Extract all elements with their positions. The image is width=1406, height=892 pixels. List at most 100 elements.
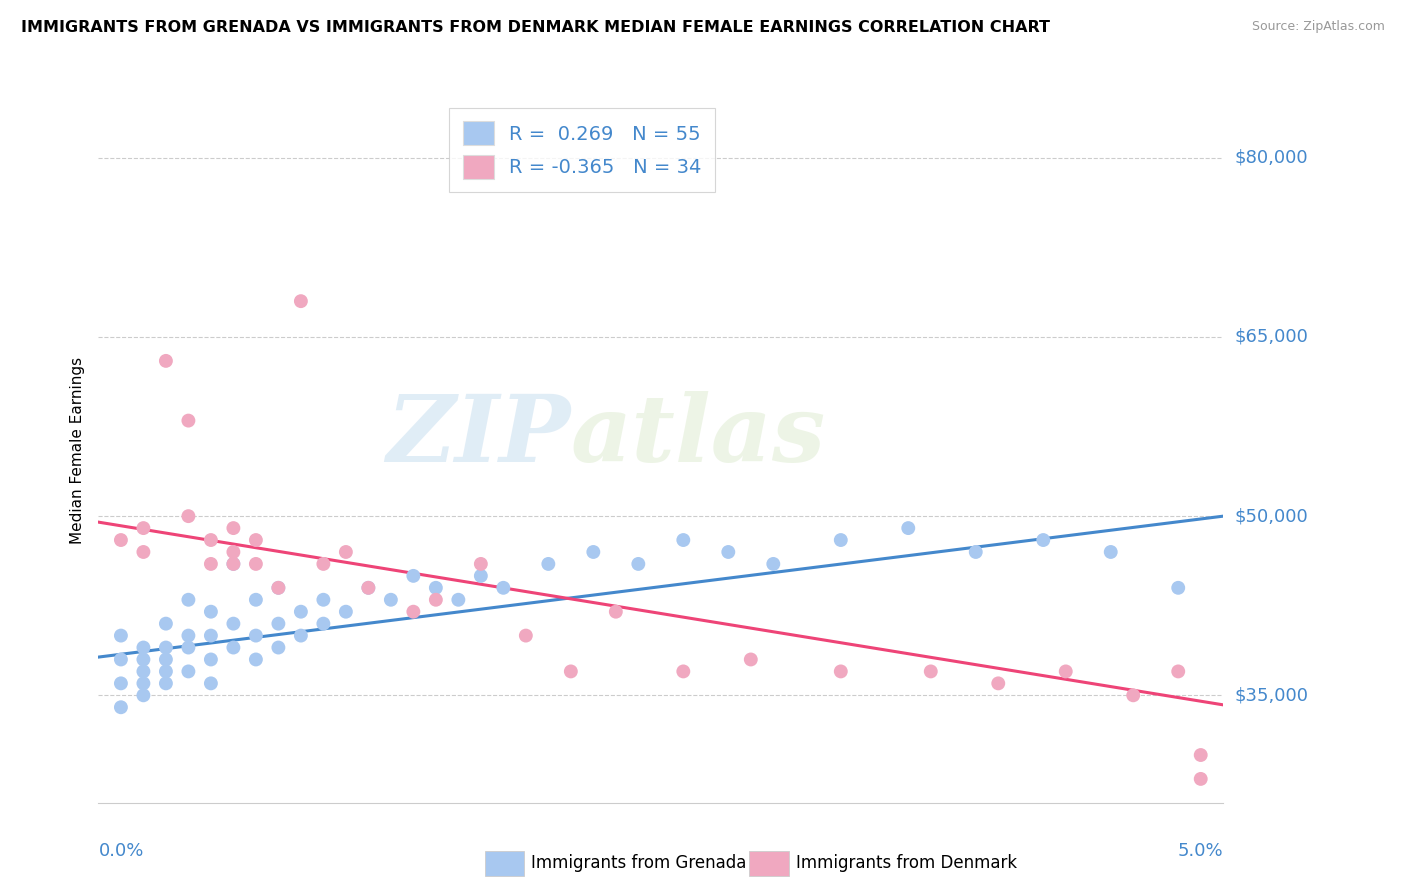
Point <box>492 581 515 595</box>
Point <box>267 616 290 631</box>
Point <box>132 665 155 679</box>
Point <box>177 592 200 607</box>
Point <box>740 652 762 666</box>
Text: $50,000: $50,000 <box>1234 508 1308 525</box>
Point <box>312 592 335 607</box>
Point <box>425 581 447 595</box>
Text: $35,000: $35,000 <box>1234 686 1309 705</box>
Point <box>245 629 267 643</box>
Point <box>312 557 335 571</box>
Point <box>110 676 132 690</box>
Point <box>155 676 177 690</box>
Point <box>245 592 267 607</box>
Point <box>1032 533 1054 547</box>
Point <box>627 557 650 571</box>
Point <box>830 533 852 547</box>
Point <box>177 665 200 679</box>
Point <box>312 616 335 631</box>
Point <box>200 605 222 619</box>
Point <box>1189 772 1212 786</box>
Point <box>200 676 222 690</box>
Point <box>222 640 245 655</box>
Point <box>132 676 155 690</box>
Y-axis label: Median Female Earnings: Median Female Earnings <box>69 357 84 544</box>
Point <box>132 640 155 655</box>
Point <box>965 545 987 559</box>
Text: atlas: atlas <box>571 392 827 482</box>
Point <box>177 629 200 643</box>
Point <box>267 640 290 655</box>
Point <box>177 509 200 524</box>
Point <box>672 533 695 547</box>
Point <box>402 569 425 583</box>
Point <box>447 592 470 607</box>
Text: Immigrants from Denmark: Immigrants from Denmark <box>796 855 1017 872</box>
Point <box>222 545 245 559</box>
Point <box>830 665 852 679</box>
Point <box>1099 545 1122 559</box>
Text: ZIP: ZIP <box>387 392 571 482</box>
Point <box>897 521 920 535</box>
Text: Immigrants from Grenada: Immigrants from Grenada <box>531 855 747 872</box>
Point <box>425 592 447 607</box>
Point <box>110 533 132 547</box>
Point <box>110 629 132 643</box>
Text: IMMIGRANTS FROM GRENADA VS IMMIGRANTS FROM DENMARK MEDIAN FEMALE EARNINGS CORREL: IMMIGRANTS FROM GRENADA VS IMMIGRANTS FR… <box>21 20 1050 35</box>
Point <box>920 665 942 679</box>
Point <box>245 557 267 571</box>
Point <box>357 581 380 595</box>
Point <box>537 557 560 571</box>
Point <box>335 545 357 559</box>
Point <box>200 557 222 571</box>
Text: $80,000: $80,000 <box>1234 149 1308 167</box>
Text: Source: ZipAtlas.com: Source: ZipAtlas.com <box>1251 20 1385 33</box>
Text: 5.0%: 5.0% <box>1178 841 1223 860</box>
Point <box>582 545 605 559</box>
Point <box>1167 665 1189 679</box>
Point <box>1054 665 1077 679</box>
Point <box>132 688 155 702</box>
Text: 0.0%: 0.0% <box>98 841 143 860</box>
Point <box>267 581 290 595</box>
Point <box>200 652 222 666</box>
Point <box>155 640 177 655</box>
Point <box>245 533 267 547</box>
Point <box>155 652 177 666</box>
Point <box>470 557 492 571</box>
Point <box>200 533 222 547</box>
Legend: R =  0.269   N = 55, R = -0.365   N = 34: R = 0.269 N = 55, R = -0.365 N = 34 <box>449 108 716 193</box>
Point <box>132 652 155 666</box>
Point <box>267 581 290 595</box>
Point <box>290 294 312 309</box>
Point <box>110 700 132 714</box>
Point <box>290 605 312 619</box>
Point <box>110 652 132 666</box>
Point <box>1122 688 1144 702</box>
Point <box>762 557 785 571</box>
Point <box>290 629 312 643</box>
Point <box>222 616 245 631</box>
Point <box>1189 747 1212 762</box>
Point <box>470 569 492 583</box>
Point <box>335 605 357 619</box>
Point <box>515 629 537 643</box>
Point <box>672 665 695 679</box>
Point <box>380 592 402 607</box>
Point <box>560 665 582 679</box>
Point <box>177 640 200 655</box>
Point <box>357 581 380 595</box>
Point <box>245 652 267 666</box>
Point <box>222 557 245 571</box>
Point <box>1167 581 1189 595</box>
Point <box>402 605 425 619</box>
Text: $65,000: $65,000 <box>1234 328 1308 346</box>
Point <box>155 665 177 679</box>
Point <box>987 676 1010 690</box>
Point <box>222 557 245 571</box>
Point <box>155 354 177 368</box>
Point <box>605 605 627 619</box>
Point <box>717 545 740 559</box>
Point <box>155 616 177 631</box>
Point <box>132 545 155 559</box>
Point <box>200 629 222 643</box>
